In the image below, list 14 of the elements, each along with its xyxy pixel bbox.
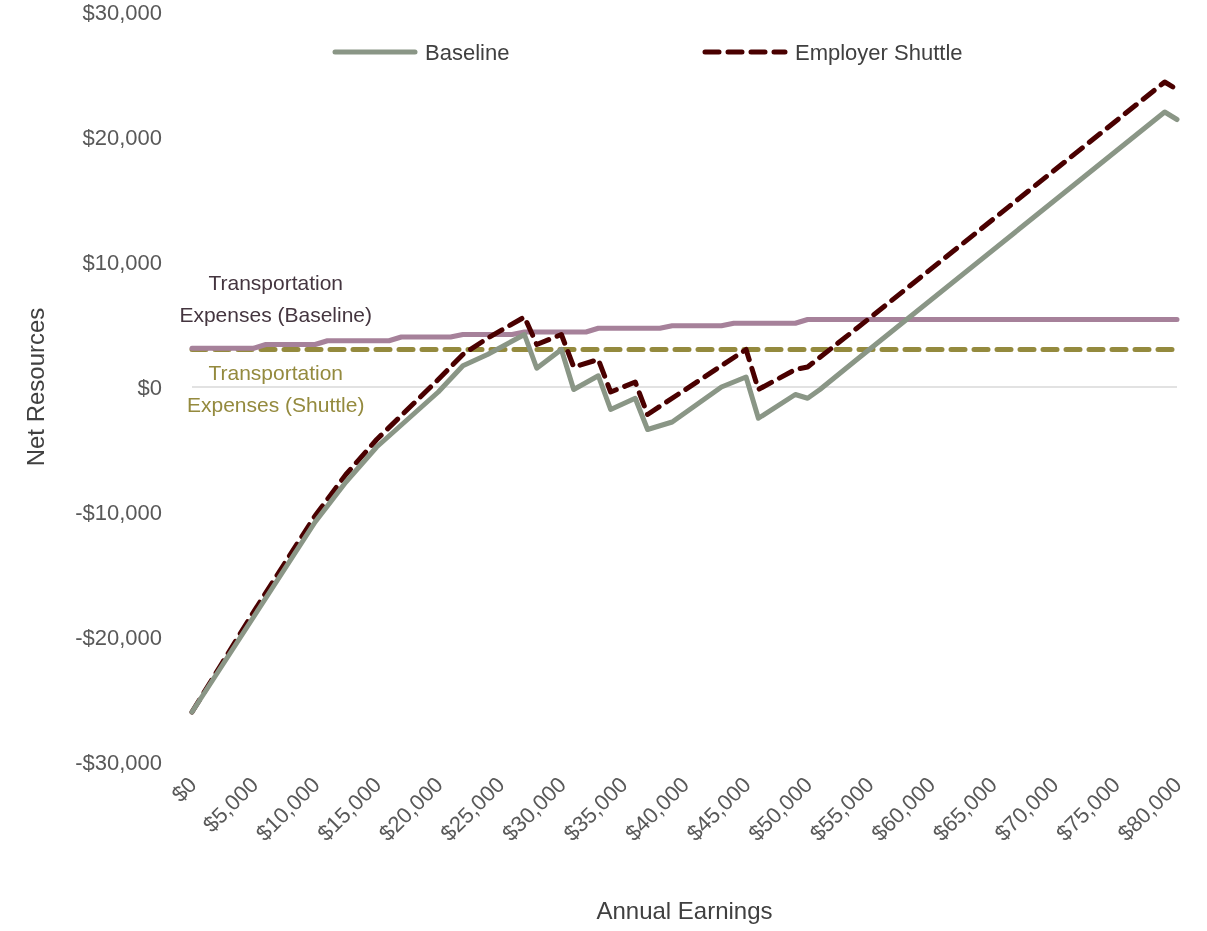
y-axis-title: Net Resources [22, 307, 49, 467]
y-tick-label: -$20,000 [75, 624, 162, 650]
y-tick-label: $30,000 [82, 0, 162, 25]
legend-label: Baseline [425, 39, 510, 65]
x-axis-title: Annual Earnings [596, 897, 773, 924]
series-label: Transportation Expenses (Shuttle) [187, 360, 365, 416]
series-label: Transportation Expenses (Baseline) [179, 271, 373, 327]
y-tick-label: -$30,000 [75, 749, 162, 775]
y-tick-label: $20,000 [82, 124, 162, 150]
legend-label: Employer Shuttle [795, 39, 963, 65]
y-tick-label: $10,000 [82, 249, 162, 275]
y-tick-label: -$10,000 [75, 499, 162, 525]
x-tick-label: $0 [166, 771, 202, 807]
y-tick-label: $0 [137, 374, 162, 400]
